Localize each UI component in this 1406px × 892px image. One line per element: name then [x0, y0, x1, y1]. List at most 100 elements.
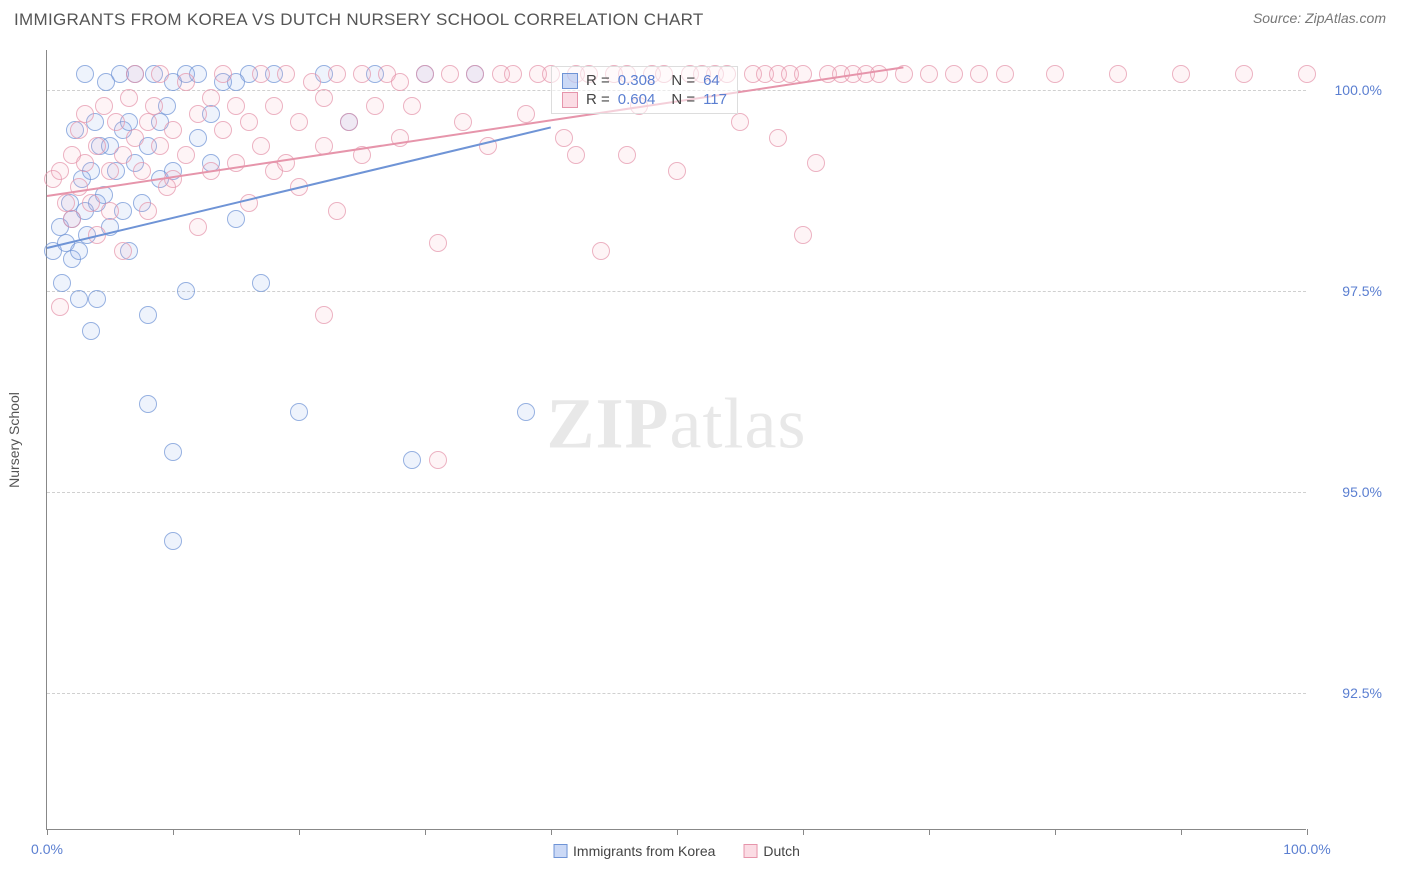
stats-n-value: 64 — [703, 72, 720, 89]
y-tick-label: 97.5% — [1312, 283, 1382, 299]
data-point — [139, 306, 157, 324]
stats-swatch — [562, 73, 578, 89]
gridline — [47, 291, 1306, 292]
data-point — [126, 65, 144, 83]
data-point — [429, 234, 447, 252]
data-point — [164, 443, 182, 461]
data-point — [1235, 65, 1253, 83]
data-point — [517, 105, 535, 123]
stats-r-value: 0.308 — [618, 72, 656, 89]
x-tick — [1181, 829, 1182, 835]
data-point — [51, 162, 69, 180]
data-point — [107, 113, 125, 131]
x-tick — [551, 829, 552, 835]
data-point — [114, 242, 132, 260]
data-point — [139, 202, 157, 220]
x-tick — [173, 829, 174, 835]
data-point — [1046, 65, 1064, 83]
data-point — [504, 65, 522, 83]
data-point — [870, 65, 888, 83]
data-point — [403, 97, 421, 115]
chart-container: Nursery School ZIPatlas 92.5%95.0%97.5%1… — [46, 50, 1386, 830]
legend-swatch — [553, 844, 567, 858]
watermark: ZIPatlas — [547, 382, 807, 465]
data-point — [82, 194, 100, 212]
x-tick — [677, 829, 678, 835]
data-point — [145, 97, 163, 115]
data-point — [340, 113, 358, 131]
gridline — [47, 693, 1306, 694]
data-point — [1298, 65, 1316, 83]
data-point — [101, 162, 119, 180]
data-point — [252, 274, 270, 292]
data-point — [151, 65, 169, 83]
data-point — [265, 97, 283, 115]
stats-r-value: 0.604 — [618, 91, 656, 108]
data-point — [353, 65, 371, 83]
chart-source: Source: ZipAtlas.com — [1253, 10, 1386, 26]
stats-r-label: R = — [586, 72, 610, 89]
data-point — [240, 113, 258, 131]
stats-box: R =0.308N =64R =0.604N =117 — [551, 66, 738, 114]
data-point — [120, 89, 138, 107]
data-point — [76, 154, 94, 172]
data-point — [177, 146, 195, 164]
y-tick-label: 100.0% — [1312, 82, 1382, 98]
data-point — [202, 89, 220, 107]
x-tick — [299, 829, 300, 835]
data-point — [189, 129, 207, 147]
data-point — [668, 162, 686, 180]
data-point — [151, 137, 169, 155]
data-point — [466, 65, 484, 83]
data-point — [555, 129, 573, 147]
legend-item: Immigrants from Korea — [553, 843, 715, 859]
data-point — [315, 306, 333, 324]
data-point — [252, 137, 270, 155]
y-tick-label: 95.0% — [1312, 484, 1382, 500]
data-point — [164, 121, 182, 139]
data-point — [63, 210, 81, 228]
data-point — [227, 97, 245, 115]
data-point — [970, 65, 988, 83]
legend-item: Dutch — [743, 843, 800, 859]
data-point — [996, 65, 1014, 83]
data-point — [101, 202, 119, 220]
data-point — [403, 451, 421, 469]
data-point — [114, 146, 132, 164]
data-point — [441, 65, 459, 83]
stats-row: R =0.604N =117 — [562, 90, 727, 109]
data-point — [189, 105, 207, 123]
data-point — [618, 146, 636, 164]
stats-swatch — [562, 92, 578, 108]
legend-swatch — [743, 844, 757, 858]
data-point — [177, 73, 195, 91]
data-point — [189, 218, 207, 236]
data-point — [70, 242, 88, 260]
x-tick — [1055, 829, 1056, 835]
data-point — [303, 73, 321, 91]
data-point — [95, 97, 113, 115]
data-point — [328, 65, 346, 83]
chart-title: IMMIGRANTS FROM KOREA VS DUTCH NURSERY S… — [14, 10, 704, 30]
data-point — [429, 451, 447, 469]
data-point — [945, 65, 963, 83]
data-point — [214, 121, 232, 139]
data-point — [70, 290, 88, 308]
data-point — [391, 73, 409, 91]
x-tick — [47, 829, 48, 835]
data-point — [277, 65, 295, 83]
data-point — [517, 403, 535, 421]
data-point — [252, 65, 270, 83]
data-point — [454, 113, 472, 131]
x-tick — [425, 829, 426, 835]
data-point — [133, 162, 151, 180]
data-point — [139, 113, 157, 131]
data-point — [807, 154, 825, 172]
data-point — [164, 532, 182, 550]
chart-header: IMMIGRANTS FROM KOREA VS DUTCH NURSERY S… — [0, 0, 1406, 36]
data-point — [88, 290, 106, 308]
data-point — [567, 146, 585, 164]
data-point — [1109, 65, 1127, 83]
data-point — [227, 210, 245, 228]
legend: Immigrants from Korea Dutch — [553, 843, 800, 859]
